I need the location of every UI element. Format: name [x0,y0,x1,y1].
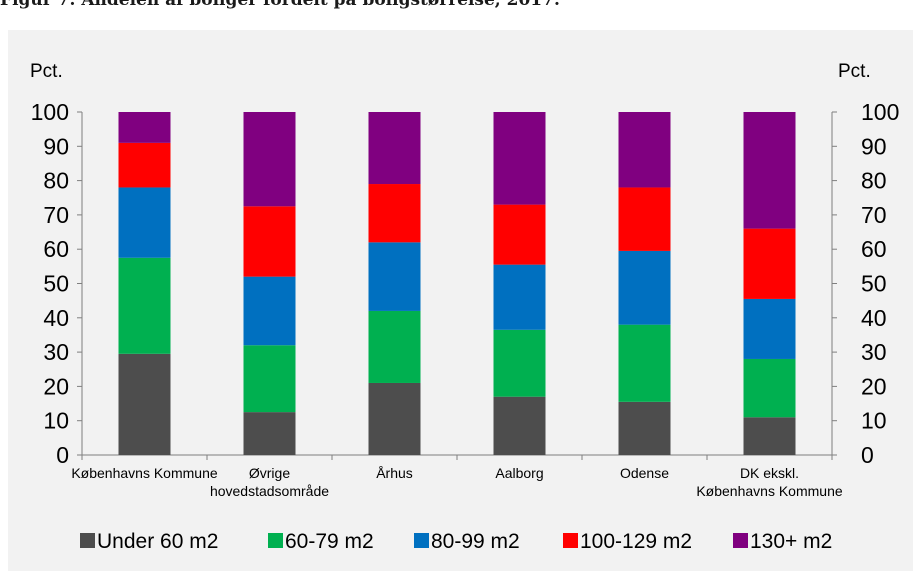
bar-segment [618,112,671,188]
legend-label: 60-79 m2 [285,530,374,553]
y-axis-unit-right: Pct. [838,61,871,82]
bar-segment [243,206,296,277]
category-label-line: Århus [376,465,413,481]
right-tick-label: 50 [861,271,887,297]
category-label-line: Københavns Kommune [71,465,218,481]
category-label: Aalborg [495,465,543,481]
left-tick-label: 90 [43,133,69,159]
category-label-line: hovedstadsområde [210,483,329,499]
bar-segment [743,298,796,359]
bar-segment [493,112,546,205]
legend-label: 80-99 m2 [431,530,520,553]
category-label-line: Aalborg [495,465,543,481]
legend-swatch [414,533,429,548]
left-tick-label: 0 [56,442,69,468]
bar-segment [493,264,546,330]
bar-segment [118,187,171,258]
bar-segment [118,353,171,455]
left-tick-label: 20 [43,373,69,399]
bar-segment [243,345,296,413]
right-tick-label: 20 [861,373,887,399]
bar-segment [368,242,421,311]
legend-label: 100-129 m2 [580,530,692,553]
left-tick-label: 50 [43,271,69,297]
right-tick-label: 100 [861,99,899,125]
bar-segment [618,187,671,251]
category-label: DK ekskl. Københavns Kommune [696,465,843,499]
right-tick-label: 60 [861,236,887,262]
bar-segment [368,184,421,243]
category-label: Århus [376,465,413,481]
bar-segment [243,276,296,346]
bar-segment [493,204,546,265]
left-tick-label: 70 [43,202,69,228]
bar-segment [118,112,171,143]
bar-segment [618,250,671,325]
legend-label: 130+ m2 [750,530,832,553]
left-tick-label: 10 [43,408,69,434]
legend-swatch [80,533,95,548]
category-label-line: DK ekskl. [740,465,799,481]
right-tick-label: 0 [861,442,874,468]
legend-swatch [733,533,748,548]
right-tick-label: 30 [861,339,887,365]
bar-segment [493,396,546,455]
bar-segment [118,257,171,354]
y-axis-unit-left: Pct. [30,61,63,82]
bar-segment [743,417,796,455]
bar-segment [493,329,546,397]
left-tick-label: 80 [43,168,69,194]
bar-segment [118,142,171,188]
legend-label: Under 60 m2 [97,530,218,553]
bar-segment [243,412,296,455]
category-label-line: Øvrige [249,465,290,481]
bar-segment [743,358,796,418]
figure-title: Figur 7. Andelen af boliger fordelt på b… [0,0,560,10]
category-label-line: Odense [620,465,669,481]
category-label-line: Københavns Kommune [696,483,843,499]
left-tick-label: 100 [31,99,69,125]
category-label: Øvrige hovedstadsområde [210,465,329,499]
category-label: Københavns Kommune [71,465,218,481]
right-tick-label: 40 [861,305,887,331]
right-tick-label: 70 [861,202,887,228]
bar-segment [618,324,671,402]
right-tick-label: 90 [861,133,887,159]
right-tick-label: 10 [861,408,887,434]
bar-segment [743,112,796,229]
legend-swatch [563,533,578,548]
left-tick-label: 30 [43,339,69,365]
legend-swatch [268,533,283,548]
bar-segment [618,401,671,455]
right-tick-label: 80 [861,168,887,194]
bar-segment [368,382,421,455]
bar-segment [743,228,796,299]
left-tick-label: 40 [43,305,69,331]
bar-segment [368,112,421,185]
category-label: Odense [620,465,669,481]
bar-segment [243,112,296,207]
left-tick-label: 60 [43,236,69,262]
bar-segment [368,310,421,383]
